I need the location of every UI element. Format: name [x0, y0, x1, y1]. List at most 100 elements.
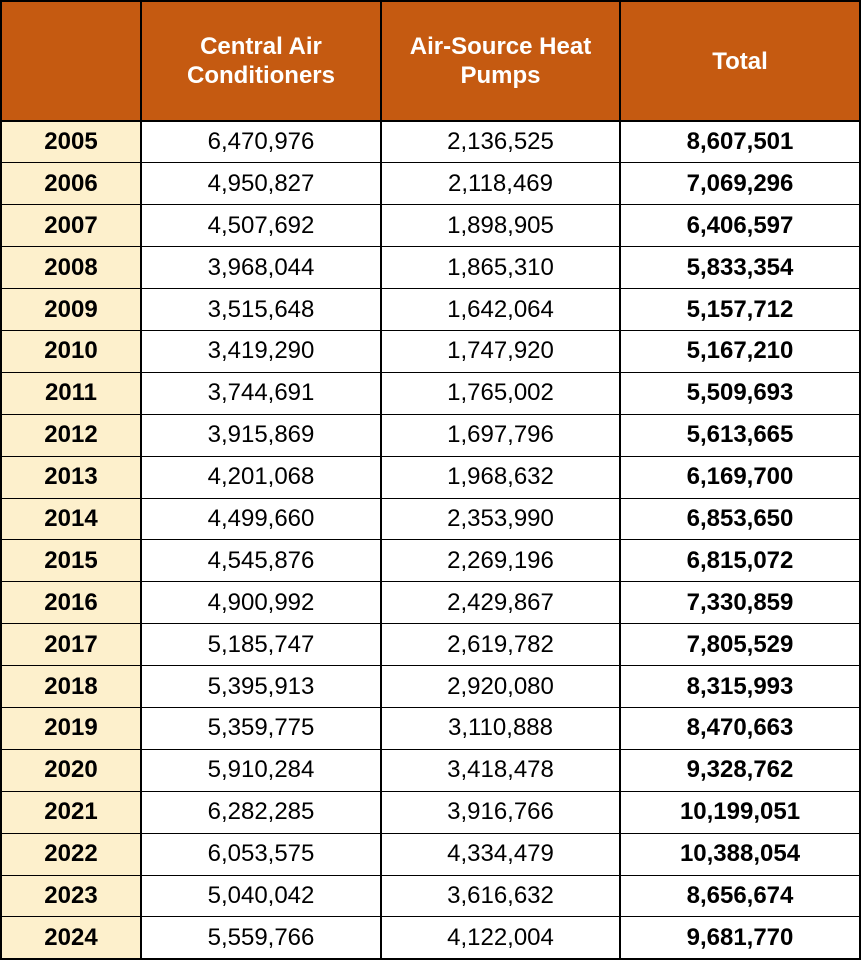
cell-air-source-heat-pumps: 2,429,867	[380, 581, 621, 625]
table-row: 2017 5,185,747 2,619,782 7,805,529	[0, 623, 861, 667]
cell-total: 7,330,859	[619, 581, 861, 625]
cell-central-air-conditioners: 4,545,876	[140, 539, 382, 583]
cell-central-air-conditioners: 3,968,044	[140, 246, 382, 290]
header-year	[0, 0, 142, 122]
cell-total: 8,607,501	[619, 120, 861, 164]
cell-total: 6,406,597	[619, 204, 861, 248]
header-line: Conditioners	[187, 62, 335, 89]
cell-total: 7,069,296	[619, 162, 861, 206]
cell-total: 6,853,650	[619, 497, 861, 541]
table-row: 2019 5,359,775 3,110,888 8,470,663	[0, 706, 861, 750]
cell-central-air-conditioners: 4,900,992	[140, 581, 382, 625]
table-row: 2013 4,201,068 1,968,632 6,169,700	[0, 455, 861, 499]
cell-air-source-heat-pumps: 2,136,525	[380, 120, 621, 164]
cell-total: 8,315,993	[619, 665, 861, 708]
cell-central-air-conditioners: 3,419,290	[140, 329, 382, 373]
cell-total: 6,815,072	[619, 539, 861, 583]
cell-air-source-heat-pumps: 2,619,782	[380, 623, 621, 667]
cell-central-air-conditioners: 6,053,575	[140, 832, 382, 876]
cell-central-air-conditioners: 3,515,648	[140, 288, 382, 331]
cell-total: 7,805,529	[619, 623, 861, 667]
cell-year: 2006	[0, 162, 142, 206]
cell-air-source-heat-pumps: 1,765,002	[380, 371, 621, 415]
cell-year: 2010	[0, 329, 142, 373]
cell-central-air-conditioners: 5,040,042	[140, 874, 382, 918]
cell-year: 2023	[0, 874, 142, 918]
header-central-air-conditioners: Central Air Conditioners	[140, 0, 382, 122]
table-row: 2014 4,499,660 2,353,990 6,853,650	[0, 497, 861, 541]
header-line: Central Air	[200, 33, 322, 60]
cell-year: 2013	[0, 455, 142, 499]
table-row: 2011 3,744,691 1,765,002 5,509,693	[0, 371, 861, 415]
cell-central-air-conditioners: 5,359,775	[140, 706, 382, 750]
header-line: Air-Source Heat	[409, 33, 592, 60]
cell-air-source-heat-pumps: 1,642,064	[380, 288, 621, 331]
cell-central-air-conditioners: 6,282,285	[140, 790, 382, 834]
header-total: Total	[619, 0, 861, 122]
cell-year: 2019	[0, 706, 142, 750]
cell-air-source-heat-pumps: 2,920,080	[380, 665, 621, 708]
table-row: 2010 3,419,290 1,747,920 5,167,210	[0, 329, 861, 373]
cell-air-source-heat-pumps: 4,122,004	[380, 916, 621, 960]
header-line: Pumps	[460, 62, 541, 89]
cell-year: 2015	[0, 539, 142, 583]
cell-year: 2007	[0, 204, 142, 248]
cell-total: 9,681,770	[619, 916, 861, 960]
cell-central-air-conditioners: 5,185,747	[140, 623, 382, 667]
cell-year: 2011	[0, 371, 142, 415]
table-row: 2018 5,395,913 2,920,080 8,315,993	[0, 665, 861, 708]
table-row: 2020 5,910,284 3,418,478 9,328,762	[0, 748, 861, 792]
cell-year: 2018	[0, 665, 142, 708]
cell-total: 5,167,210	[619, 329, 861, 373]
table-row: 2009 3,515,648 1,642,064 5,157,712	[0, 288, 861, 331]
cell-air-source-heat-pumps: 3,616,632	[380, 874, 621, 918]
header-air-source-heat-pumps: Air-Source Heat Pumps	[380, 0, 621, 122]
cell-total: 8,656,674	[619, 874, 861, 918]
cell-year: 2009	[0, 288, 142, 331]
cell-total: 5,509,693	[619, 371, 861, 415]
cell-year: 2024	[0, 916, 142, 960]
cell-year: 2017	[0, 623, 142, 667]
cell-central-air-conditioners: 5,559,766	[140, 916, 382, 960]
cell-year: 2016	[0, 581, 142, 625]
cell-central-air-conditioners: 4,499,660	[140, 497, 382, 541]
cell-air-source-heat-pumps: 2,118,469	[380, 162, 621, 206]
cell-air-source-heat-pumps: 1,747,920	[380, 329, 621, 373]
cell-total: 8,470,663	[619, 706, 861, 750]
cell-air-source-heat-pumps: 4,334,479	[380, 832, 621, 876]
cell-air-source-heat-pumps: 1,898,905	[380, 204, 621, 248]
table-row: 2024 5,559,766 4,122,004 9,681,770	[0, 916, 861, 960]
cell-air-source-heat-pumps: 3,418,478	[380, 748, 621, 792]
cell-year: 2022	[0, 832, 142, 876]
table-row: 2016 4,900,992 2,429,867 7,330,859	[0, 581, 861, 625]
table-row: 2023 5,040,042 3,616,632 8,656,674	[0, 874, 861, 918]
cell-central-air-conditioners: 4,201,068	[140, 455, 382, 499]
cell-central-air-conditioners: 3,744,691	[140, 371, 382, 415]
cell-central-air-conditioners: 4,950,827	[140, 162, 382, 206]
cell-central-air-conditioners: 6,470,976	[140, 120, 382, 164]
table-row: 2015 4,545,876 2,269,196 6,815,072	[0, 539, 861, 583]
cell-total: 5,157,712	[619, 288, 861, 331]
cell-total: 10,388,054	[619, 832, 861, 876]
cell-air-source-heat-pumps: 1,968,632	[380, 455, 621, 499]
cell-central-air-conditioners: 5,395,913	[140, 665, 382, 708]
cell-air-source-heat-pumps: 3,916,766	[380, 790, 621, 834]
cell-total: 5,833,354	[619, 246, 861, 290]
cell-year: 2014	[0, 497, 142, 541]
table-body: 2005 6,470,976 2,136,525 8,607,501 2006 4,950…	[0, 120, 861, 960]
cell-total: 5,613,665	[619, 413, 861, 457]
cell-total: 6,169,700	[619, 455, 861, 499]
cell-central-air-conditioners: 4,507,692	[140, 204, 382, 248]
table-row: 2021 6,282,285 3,916,766 10,199,051	[0, 790, 861, 834]
header-line: Total	[712, 47, 768, 75]
cell-year: 2020	[0, 748, 142, 792]
cell-air-source-heat-pumps: 3,110,888	[380, 706, 621, 750]
table-row: 2005 6,470,976 2,136,525 8,607,501	[0, 120, 861, 164]
table-row: 2008 3,968,044 1,865,310 5,833,354	[0, 246, 861, 290]
cell-year: 2021	[0, 790, 142, 834]
table-row: 2007 4,507,692 1,898,905 6,406,597	[0, 204, 861, 248]
cell-total: 10,199,051	[619, 790, 861, 834]
table-row: 2022 6,053,575 4,334,479 10,388,054	[0, 832, 861, 876]
cell-air-source-heat-pumps: 2,353,990	[380, 497, 621, 541]
